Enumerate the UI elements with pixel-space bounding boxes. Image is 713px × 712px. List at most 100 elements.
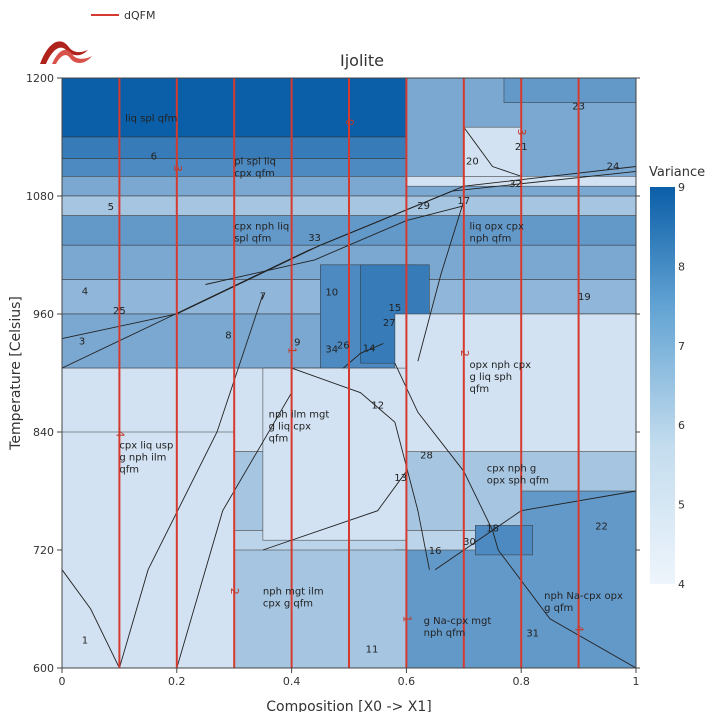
field-number-22: 22 [595,521,608,532]
phase-boundary-9 [291,367,430,570]
colorbar-tick-5: 9 [678,181,685,194]
isopleth-label-0: -4 [113,427,126,438]
field-number-33: 33 [308,233,321,244]
field-number-31: 31 [526,629,539,640]
phase-boundary-7 [176,392,292,668]
field-number-3: 3 [79,336,85,347]
y-axis-title: Temperature [Celsius] [8,296,24,451]
field-number-17: 17 [457,196,470,207]
isopleth-label-7: 3 [515,129,528,136]
field-number-5: 5 [108,202,114,213]
field-label-9: g Na-cpx mgt nph qfm [424,616,492,639]
field-label-0: liq spl qfm [125,113,177,124]
field-number-21: 21 [515,142,528,153]
y-tick-label-5: 1200 [26,72,54,85]
app-logo [40,41,92,64]
legend-label-dqfm: dQFM [124,9,155,22]
field-label-8: nph mgt ilm cpx g qfm [263,586,324,609]
colorbar: Variance 4 5 6 7 8 9 [649,165,705,591]
variance-patch-12 [262,367,407,541]
field-label-3: liq opx cpx nph qfm [470,221,524,244]
phase-boundary-12 [262,471,407,551]
phase-boundary-3 [417,200,465,362]
field-number-23: 23 [572,101,585,112]
colorbar-tick-4: 8 [678,260,685,273]
plot-frame [61,77,637,669]
field-label-6: cpx liq usp g nph ilm qfm [119,441,173,476]
variance-patch-2 [394,313,636,452]
field-number-28: 28 [420,451,433,462]
x-tick-label-2: 0.4 [283,675,301,688]
field-number-30: 30 [463,537,476,548]
field-number-34: 34 [325,344,338,355]
field-label-2: cpx nph liq spl qfm [234,221,289,244]
colorbar-tick-1: 5 [678,499,685,512]
colorbar-tick-2: 6 [678,419,685,432]
isopleth-label-5: 1 [400,615,413,622]
field-label-7: cpx nph g opx sph qfm [487,463,549,486]
variance-patch-10 [62,431,235,668]
field-number-14: 14 [363,343,376,354]
y-tick-label-2: 840 [33,426,54,439]
isopleth-label-1: -3 [171,161,184,172]
field-label-10: nph Na-cpx opx g qfm [544,591,623,614]
x-tick-label-4: 0.8 [512,675,530,688]
phase-boundary-13 [463,126,522,177]
x-tick-label-1: 0.2 [168,675,186,688]
colorbar-title: Variance [649,165,705,180]
colorbar-gradient [650,187,675,584]
field-number-1: 1 [82,635,88,646]
x-tick-label-0: 0 [59,675,66,688]
isopleth-label-6: 2 [458,350,471,357]
phase-boundary-8 [118,294,264,668]
phase-boundary-11 [62,569,120,668]
variance-patch-4 [503,78,636,103]
chart-title: Ijolite [340,51,384,70]
y-tick-label-1: 720 [33,544,54,557]
field-number-10: 10 [325,287,338,298]
variance-patch-11 [233,549,407,668]
isopleth-label-3: -1 [286,343,299,354]
field-number-16: 16 [429,546,442,557]
legend[interactable]: dQFM [91,9,155,22]
colorbar-tick-0: 4 [678,578,685,591]
field-number-8: 8 [225,331,231,342]
y-tick-label-0: 600 [33,662,54,675]
field-number-15: 15 [389,303,402,314]
field-number-19: 19 [578,292,591,303]
field-number-12: 12 [371,400,384,411]
field-label-5: nph ilm mgt g liq cpx qfm [269,409,330,444]
colorbar-ticks: 4 5 6 7 8 9 [678,181,685,591]
field-number-2: 2 [53,354,59,365]
x-tick-label-3: 0.6 [398,675,416,688]
phase-boundary-1 [62,170,636,369]
variance-patch-5 [463,126,522,177]
phase-boundary-2 [205,205,464,285]
field-number-26: 26 [337,340,350,351]
field-number-32: 32 [509,179,522,190]
field-number-24: 24 [607,161,620,172]
field-label-4: opx nph cpx g liq sph qfm [470,360,532,395]
variance-patch-9 [475,525,533,556]
isopleth-label-8: 4 [573,625,586,632]
field-number-11: 11 [366,644,379,655]
variance-patch-8 [394,549,522,668]
y-tick-label-3: 960 [33,308,54,321]
phase-boundary-6 [497,549,636,668]
y-tick-label-4: 1080 [26,190,54,203]
x-axis: 0 0.2 0.4 0.6 0.8 1 [59,668,640,688]
field-number-9: 9 [294,337,300,348]
colorbar-tick-3: 7 [678,340,685,353]
field-labels: liq spl qfm pl spl liq cpx qfm cpx nph liq s… [53,101,623,655]
field-number-7: 7 [260,291,266,302]
x-tick-label-5: 1 [633,675,640,688]
field-number-20: 20 [466,157,479,168]
field-label-1: pl spl liq cpx qfm [234,157,276,180]
field-number-18: 18 [486,523,499,534]
field-number-6: 6 [151,152,157,163]
x-axis-title: Composition [X0 -> X1] [266,699,431,712]
